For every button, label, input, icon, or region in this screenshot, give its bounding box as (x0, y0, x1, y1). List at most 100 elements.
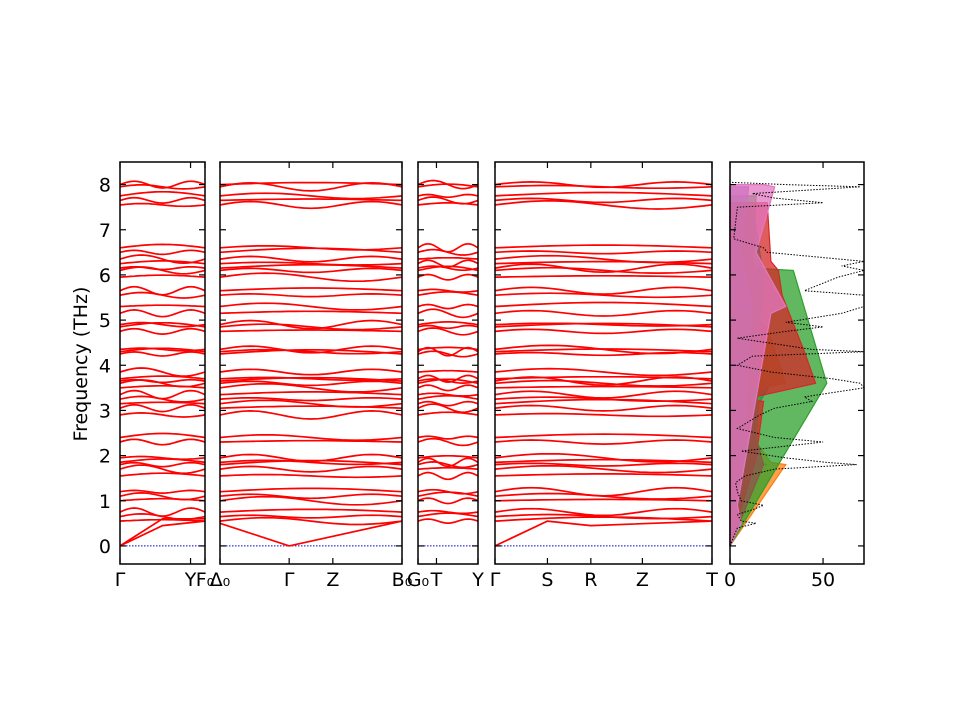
panel-frame (417, 161, 479, 565)
band-line (494, 181, 713, 189)
x-tick-label: T (430, 569, 443, 591)
band-line (219, 376, 403, 382)
band-line (494, 244, 713, 249)
band-line (494, 328, 713, 335)
band-line (494, 385, 713, 389)
band-line (119, 321, 206, 328)
band-line (119, 327, 206, 335)
band-line (219, 198, 403, 202)
y-tick-label: 7 (99, 220, 111, 242)
band-line (417, 346, 479, 351)
acoustic-band-line (119, 517, 205, 547)
band-line (219, 287, 403, 292)
band-line (417, 288, 479, 293)
y-tick-label: 1 (99, 491, 111, 513)
y-tick-label: 2 (99, 446, 111, 468)
band-line (219, 453, 403, 463)
band-line (119, 202, 206, 208)
band-line (417, 179, 479, 190)
x-tick-label: Γ (115, 569, 126, 591)
band-line (417, 196, 479, 205)
band-line (119, 378, 206, 384)
band-line (494, 473, 713, 477)
band-line (417, 321, 479, 326)
band-line (494, 439, 713, 445)
panel-2: Δ₀ Γ Z B₀ (210, 161, 412, 591)
band-line (494, 367, 713, 377)
band-line (119, 492, 206, 501)
y-tick-label: 0 (99, 536, 111, 558)
band-line (417, 497, 479, 505)
band-line (494, 498, 713, 502)
acoustic-band-line (119, 520, 206, 547)
x-tick-label: S (541, 569, 553, 591)
band-line (119, 180, 206, 189)
y-tick-label: 4 (99, 355, 111, 377)
band-line (417, 259, 479, 268)
band-line (219, 302, 403, 311)
band-line (417, 400, 479, 407)
band-line (494, 250, 713, 255)
x-tick-label: F₀ (196, 569, 215, 591)
band-line (219, 439, 403, 443)
band-line (417, 403, 479, 414)
band-line (417, 471, 479, 481)
band-line (417, 518, 479, 524)
dos-x-tick-label: 50 (811, 569, 835, 591)
band-line (494, 322, 713, 327)
band-line (219, 244, 403, 251)
band-line (417, 394, 479, 400)
dos-total-line (729, 181, 865, 547)
band-line (417, 374, 479, 384)
x-tick-label: Z (636, 569, 649, 591)
band-line (417, 273, 479, 281)
band-line (494, 462, 713, 467)
band-line (417, 265, 479, 272)
band-line (417, 378, 479, 384)
band-line (494, 292, 713, 299)
band-line (119, 254, 206, 265)
band-line (219, 368, 403, 376)
band-line (119, 367, 206, 377)
band-line (219, 255, 403, 263)
band-line (494, 464, 713, 474)
x-tick-label: T (705, 569, 718, 591)
band-line (219, 399, 403, 408)
band-line (494, 433, 713, 439)
y-tick-label: 5 (99, 310, 111, 332)
band-line (119, 309, 206, 318)
band-line (494, 191, 713, 197)
band-line (417, 291, 479, 297)
band-line (494, 274, 713, 279)
band-line (219, 380, 403, 387)
band-line (494, 344, 713, 355)
band-line (417, 256, 479, 260)
band-line (417, 327, 479, 336)
band-line (417, 512, 479, 518)
band-line (219, 516, 403, 526)
band-line (119, 351, 206, 357)
band-line (417, 454, 479, 459)
band-line (417, 488, 479, 495)
band-line (219, 514, 403, 519)
band-line (119, 347, 206, 352)
band-line (219, 293, 403, 298)
acoustic-band-line (219, 522, 290, 547)
band-line (219, 396, 403, 402)
band-line (417, 324, 479, 330)
band-line (494, 390, 713, 399)
band-line (119, 438, 206, 446)
band-line (494, 375, 713, 380)
band-line (494, 404, 713, 412)
band-line (219, 349, 403, 355)
band-line (417, 384, 479, 392)
band-line (494, 254, 713, 264)
band-line (417, 378, 479, 385)
band-line (119, 190, 206, 197)
band-line (119, 507, 206, 517)
x-tick-label: Y (184, 569, 197, 591)
band-line (119, 266, 206, 275)
dos-x-tick-label: 0 (724, 569, 736, 591)
band-line (119, 389, 206, 400)
